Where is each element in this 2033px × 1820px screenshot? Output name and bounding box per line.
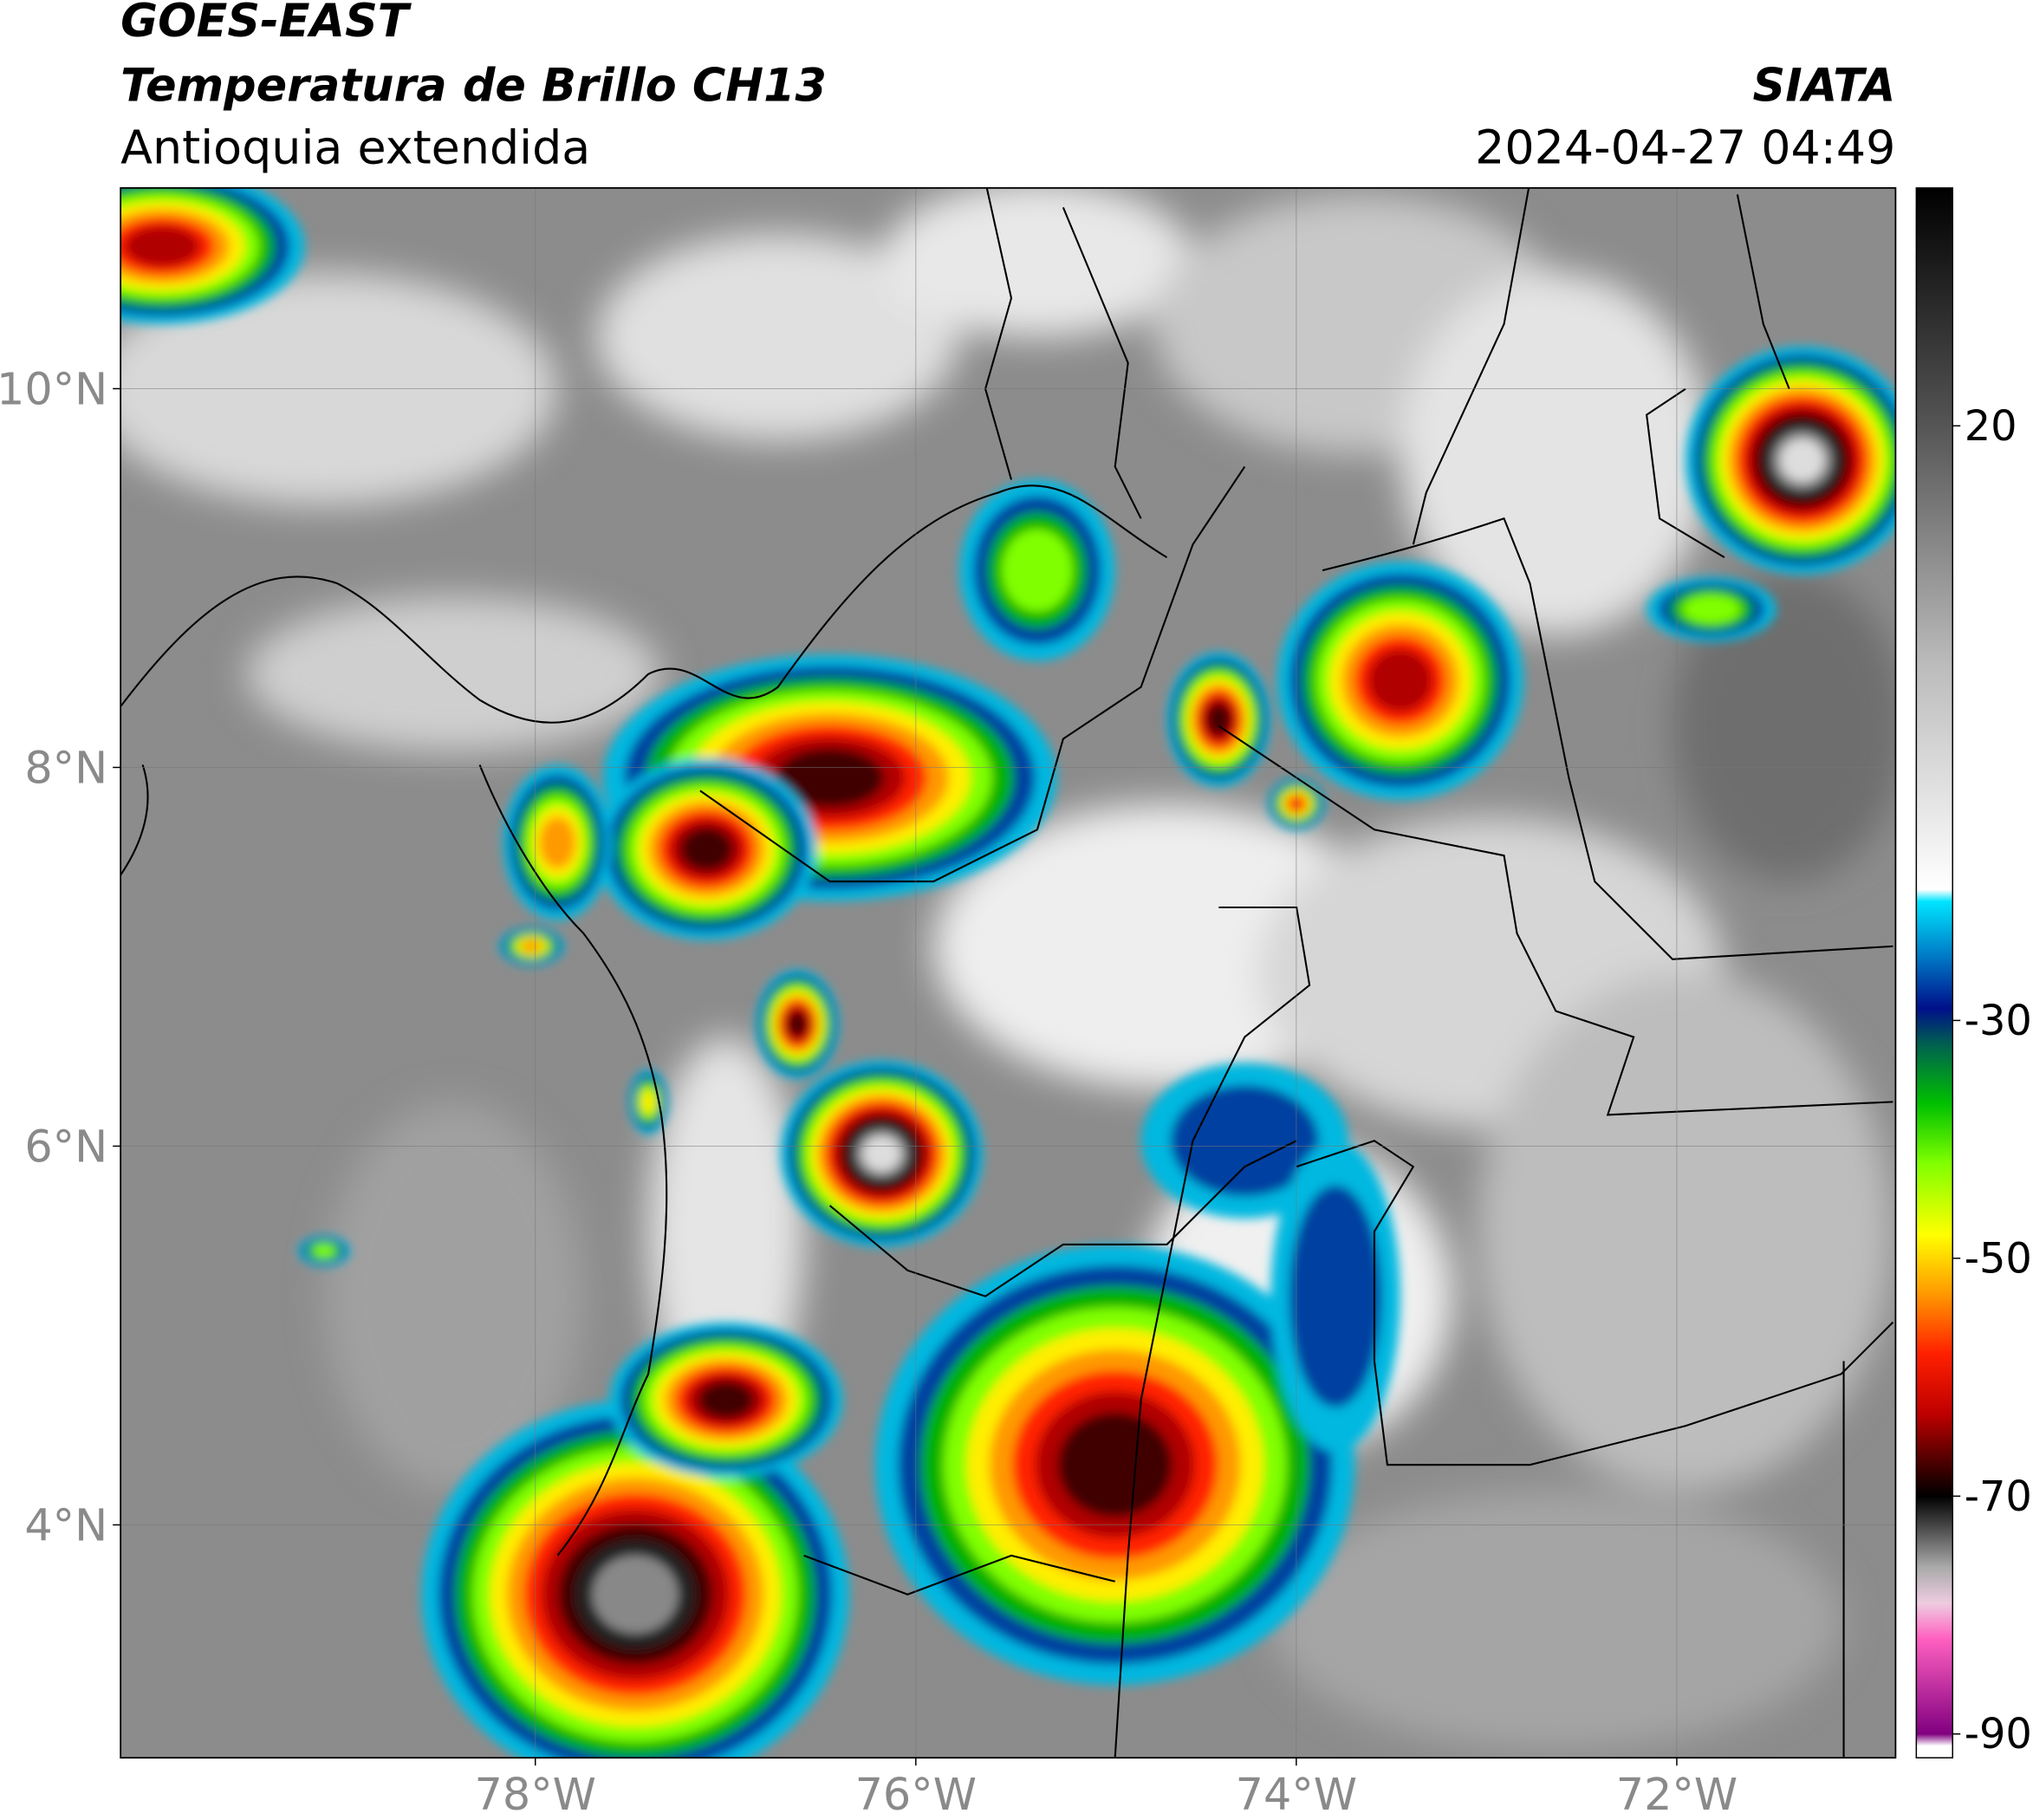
storm-layer <box>539 816 576 869</box>
storm-layer <box>698 1381 754 1419</box>
storm-layer <box>1681 594 1741 624</box>
storm-layer <box>1206 703 1231 736</box>
storm-layer <box>1289 1185 1382 1407</box>
colorbar-tick-label: -70 <box>1965 1473 2032 1521</box>
storm-layer <box>1002 529 1073 612</box>
x-tick-label: 72°W <box>1616 1769 1737 1820</box>
x-tick-label: 76°W <box>855 1769 977 1820</box>
storm-layer <box>787 1011 808 1037</box>
colorbar-tick-label: -90 <box>1965 1711 2032 1758</box>
storm-layer <box>1780 439 1824 482</box>
grid <box>113 187 1896 1766</box>
title: Temperatura de Brillo CH13 <box>120 60 827 113</box>
storm-layer <box>520 939 542 953</box>
map-image <box>120 187 1896 1758</box>
y-tick-label: 4°N <box>24 1499 107 1550</box>
x-tick-label: 78°W <box>475 1769 596 1820</box>
storm-layer <box>312 1244 336 1258</box>
map-frame <box>120 186 1897 1759</box>
storm-layer <box>680 827 733 871</box>
colorbar-tick-label: 20 <box>1965 403 2017 451</box>
convective-cells <box>120 187 1896 1758</box>
colorbar: 20 -30 -50 -70 -90 <box>1915 187 2032 1758</box>
storm-layer <box>1367 649 1433 712</box>
storm-layer <box>592 1555 679 1634</box>
storm-layer <box>862 1136 901 1172</box>
storm-layer <box>640 1089 656 1115</box>
borders <box>120 187 1894 1758</box>
subtitle: Antioquia extendida <box>120 120 590 174</box>
y-tick-label: 10°N <box>0 363 107 414</box>
y-tick-label: 6°N <box>24 1121 107 1172</box>
colorbar-tick-label: -50 <box>1965 1235 2032 1283</box>
y-tick-label: 8°N <box>24 742 107 793</box>
x-tick-label: 74°W <box>1236 1769 1357 1820</box>
colorbar-tick-label: -30 <box>1965 998 2032 1045</box>
storm-layer <box>124 225 200 267</box>
storm-layer <box>776 748 884 808</box>
timestamp: 2024-04-27 04:49 <box>1475 120 1895 174</box>
source: SIATA <box>1753 60 1896 113</box>
colorbar-scale <box>1915 187 1953 1758</box>
storm-layer <box>1057 1412 1172 1518</box>
title: GOES-EAST <box>120 0 412 48</box>
